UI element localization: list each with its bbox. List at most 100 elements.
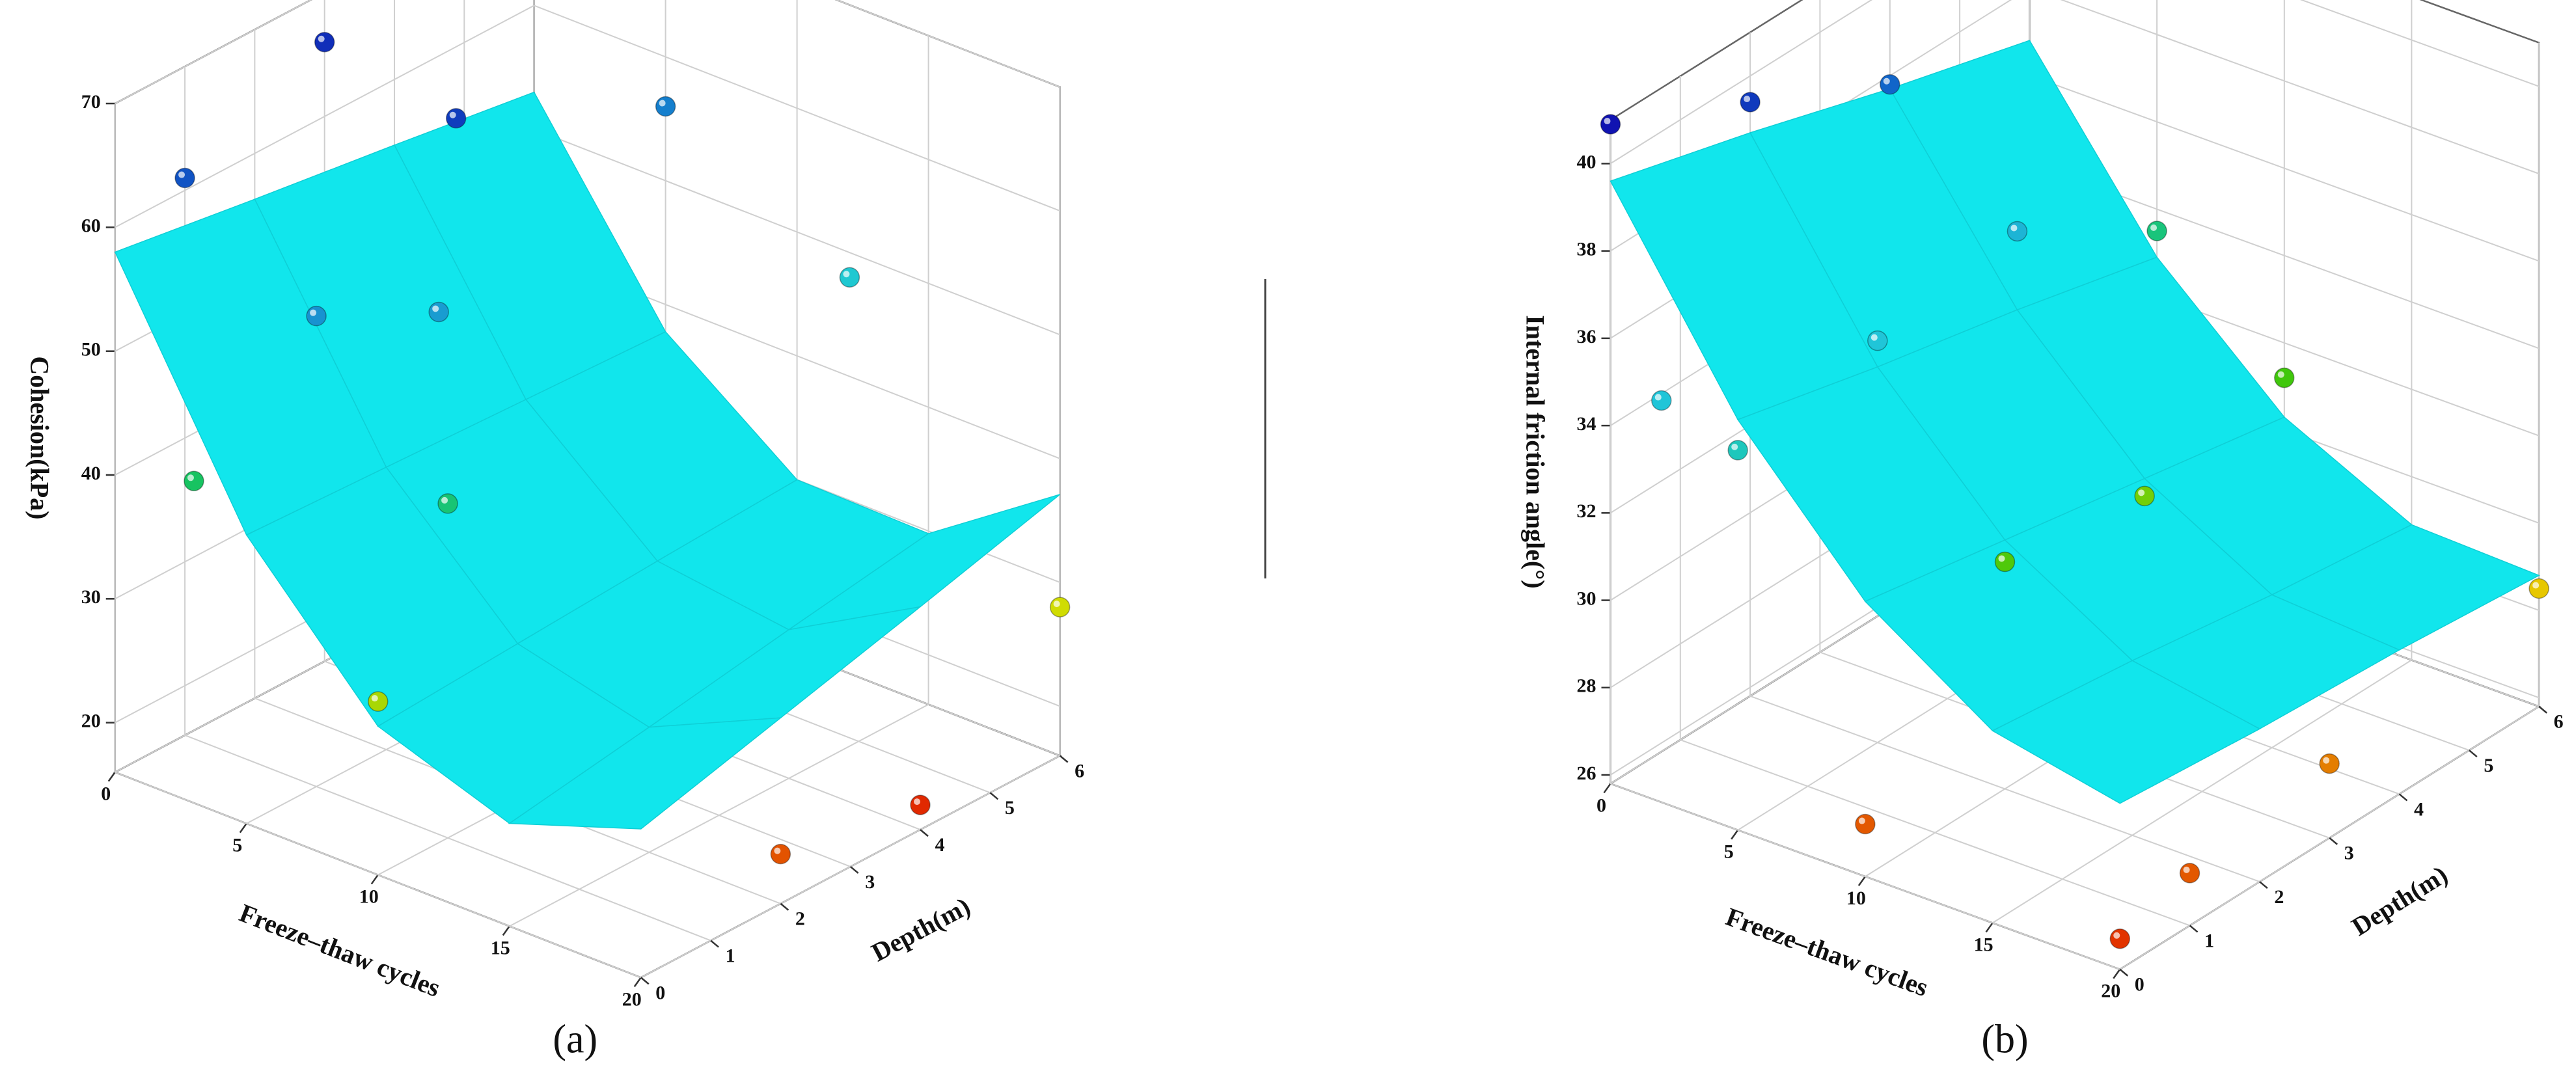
data-point <box>2528 578 2549 599</box>
data-point <box>184 470 204 492</box>
highlight <box>1998 555 2005 562</box>
highlight <box>774 847 781 854</box>
tick-mark <box>1059 755 1069 763</box>
x-tick-label: 10 <box>1846 888 1866 909</box>
tick-mark <box>2538 705 2547 714</box>
y-tick-label: 1 <box>2204 930 2214 951</box>
tick-mark <box>1857 876 1866 886</box>
data-point <box>1855 813 1876 835</box>
tick-mark <box>2189 925 2199 933</box>
y-tick-label: 0 <box>655 982 665 1003</box>
data-point <box>306 305 327 327</box>
x-tick-label: 20 <box>622 988 642 1010</box>
data-point <box>368 691 389 712</box>
data-point <box>655 96 676 117</box>
z-tick-label: 20 <box>81 711 101 732</box>
highlight <box>1858 817 1865 824</box>
y-tick-label: 1 <box>726 945 735 966</box>
tick-mark <box>502 925 510 936</box>
y-tick-label: 6 <box>2554 711 2564 733</box>
data-point <box>2007 221 2028 242</box>
tick-mark <box>710 940 719 948</box>
x-axis-title: Freeze–thaw cycles <box>1722 902 1932 1002</box>
highlight <box>1870 334 1878 341</box>
data-point <box>1651 390 1672 411</box>
y-tick-label: 2 <box>2274 886 2284 908</box>
highlight <box>178 171 185 178</box>
x-tick-label: 0 <box>101 783 111 805</box>
y-tick-label: 4 <box>2414 798 2424 820</box>
z-axis-title: Cohesion(kPa) <box>25 356 55 519</box>
highlight <box>449 111 456 118</box>
highlight <box>1654 394 1662 401</box>
y-tick-label: 5 <box>2484 755 2493 776</box>
x-axis-title: Freeze–thaw cycles <box>236 898 445 1003</box>
z-tick-label: 26 <box>1577 763 1596 784</box>
z-tick-label: 50 <box>81 339 101 360</box>
data-point <box>910 794 931 815</box>
highlight <box>318 35 325 42</box>
z-tick-label: 60 <box>81 215 101 236</box>
y-tick-label: 5 <box>1005 797 1015 819</box>
y-axis-title: Depth(m) <box>2346 860 2452 942</box>
data-point <box>174 167 195 189</box>
x-tick-label: 5 <box>1724 841 1734 863</box>
data-point <box>1049 597 1071 617</box>
data-point <box>2319 753 2340 774</box>
z-tick-label: 30 <box>1577 588 1596 609</box>
z-tick-label: 32 <box>1577 500 1596 522</box>
tick-mark <box>370 874 379 885</box>
x-tick-label: 0 <box>1596 794 1606 816</box>
surface-cell <box>508 717 782 830</box>
highlight <box>310 309 317 316</box>
z-tick-label: 28 <box>1577 675 1596 697</box>
x-tick-label: 15 <box>1974 934 1994 955</box>
x-tick-label: 10 <box>359 886 379 907</box>
z-tick-label: 30 <box>81 586 101 608</box>
highlight <box>371 695 378 702</box>
highlight <box>1744 96 1751 103</box>
y-tick-label: 6 <box>1075 760 1084 781</box>
highlight <box>2183 866 2190 873</box>
highlight <box>1883 77 1890 85</box>
y-axis-title: Depth(m) <box>866 891 974 968</box>
caption: (a) <box>553 1018 597 1062</box>
highlight <box>441 496 448 504</box>
data-point <box>2134 485 2155 507</box>
surface-cell <box>1992 660 2261 804</box>
tick-mark <box>2259 881 2268 889</box>
data-point <box>770 843 791 865</box>
z-tick-label: 70 <box>81 91 101 113</box>
highlight <box>2113 932 2120 939</box>
y-tick-label: 4 <box>935 834 945 856</box>
chart-0: 20 30 40 50 60 70 0 5 10 15 20 0 1 2 3 4 5 6 Cohesion(kPa)… <box>25 0 1084 1062</box>
grid-line <box>115 0 1060 104</box>
y-tick-label: 0 <box>2135 974 2144 996</box>
x-tick-label: 15 <box>491 937 510 958</box>
highlight <box>432 305 439 312</box>
tick-mark <box>107 772 116 782</box>
highlight <box>1053 601 1060 608</box>
data-point <box>1740 92 1761 113</box>
tick-mark <box>2398 793 2408 802</box>
x-tick-label: 5 <box>232 835 242 856</box>
x-tick-label: 20 <box>2101 981 2120 1002</box>
grid-line <box>1610 120 2120 970</box>
tick-mark <box>989 792 999 800</box>
tick-mark <box>1731 830 1739 840</box>
tick-mark <box>780 902 789 911</box>
data-point <box>428 301 449 323</box>
data-point <box>1727 440 1748 461</box>
data-point <box>2109 928 2130 949</box>
tick-mark <box>633 977 642 988</box>
z-tick-label: 40 <box>1577 151 1596 172</box>
tick-mark <box>2329 837 2338 845</box>
highlight <box>2532 582 2540 589</box>
highlight <box>1731 443 1738 450</box>
tick-mark <box>2119 968 2129 977</box>
data-point <box>1600 114 1621 135</box>
data-point <box>1994 551 2016 573</box>
